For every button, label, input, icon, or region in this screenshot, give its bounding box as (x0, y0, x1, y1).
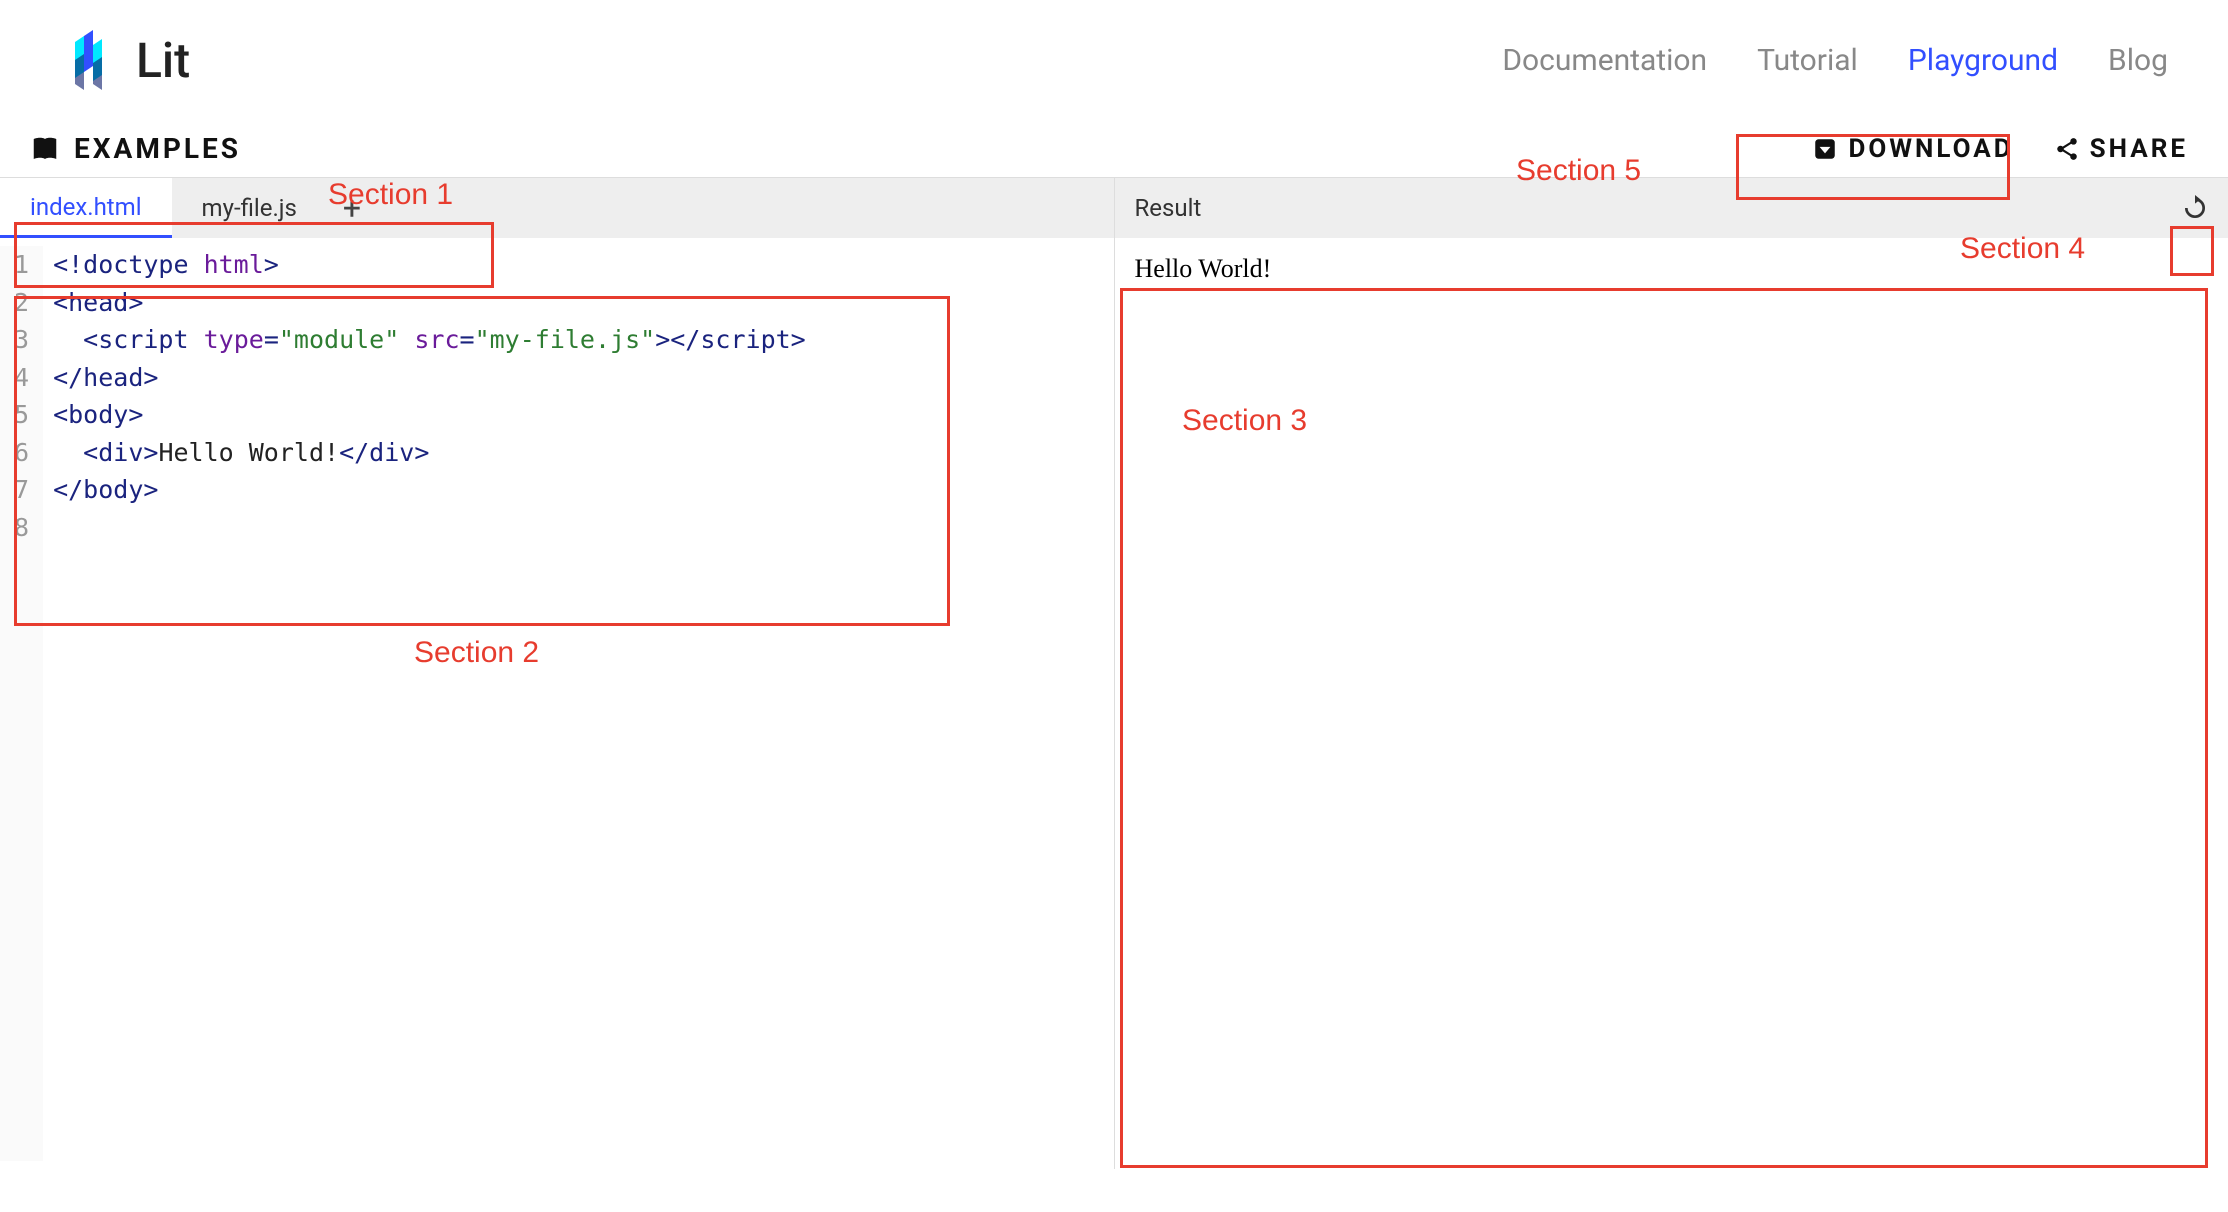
result-panel: Result Hello World! (1115, 178, 2228, 1169)
editor-panel: index.html my-file.js + 12345678 <!docty… (0, 178, 1115, 1169)
nav-documentation[interactable]: Documentation (1502, 43, 1707, 78)
line-number: 1 (10, 246, 33, 284)
code-area[interactable]: <!doctype html><head> <script type="modu… (43, 246, 816, 1161)
line-number: 6 (10, 434, 33, 472)
lit-logo-icon (60, 30, 120, 90)
refresh-icon[interactable] (2182, 195, 2208, 221)
editor-tabs: index.html my-file.js + (0, 178, 1114, 238)
line-number: 4 (10, 359, 33, 397)
share-button[interactable]: SHARE (2054, 134, 2188, 164)
playground-main: index.html my-file.js + 12345678 <!docty… (0, 177, 2228, 1169)
code-line[interactable]: </body> (53, 471, 806, 509)
download-label: DOWNLOAD (1848, 134, 2013, 164)
code-line[interactable]: <head> (53, 284, 806, 322)
nav-blog[interactable]: Blog (2108, 43, 2168, 78)
code-line[interactable]: <body> (53, 396, 806, 434)
line-number: 2 (10, 284, 33, 322)
tab-index-html[interactable]: index.html (0, 178, 172, 238)
result-text: Hello World! (1135, 254, 1272, 283)
download-button[interactable]: DOWNLOAD (1812, 134, 2013, 164)
result-output: Hello World! (1115, 238, 2228, 1169)
code-line[interactable]: <!doctype html> (53, 246, 806, 284)
code-editor[interactable]: 12345678 <!doctype html><head> <script t… (0, 238, 1114, 1169)
playground-toolbar: EXAMPLES DOWNLOAD SHARE (0, 120, 2228, 177)
line-number: 5 (10, 396, 33, 434)
tab-my-file-js[interactable]: my-file.js (172, 178, 327, 238)
add-tab-button[interactable]: + (327, 189, 377, 227)
line-gutter: 12345678 (0, 246, 43, 1161)
code-line[interactable]: <div>Hello World!</div> (53, 434, 806, 472)
brand-name: Lit (136, 32, 190, 89)
download-icon (1812, 136, 1838, 162)
brand-logo[interactable]: Lit (60, 30, 190, 90)
line-number: 8 (10, 509, 33, 547)
line-number: 3 (10, 321, 33, 359)
site-header: Lit Documentation Tutorial Playground Bl… (0, 0, 2228, 120)
examples-button[interactable]: EXAMPLES (74, 132, 241, 165)
nav-tutorial[interactable]: Tutorial (1757, 43, 1858, 78)
share-label: SHARE (2090, 134, 2188, 164)
nav-playground[interactable]: Playground (1908, 43, 2058, 78)
main-nav: Documentation Tutorial Playground Blog (1502, 43, 2168, 78)
result-label: Result (1135, 194, 1202, 222)
code-line[interactable]: <script type="module" src="my-file.js"><… (53, 321, 806, 359)
code-line[interactable]: </head> (53, 359, 806, 397)
line-number: 7 (10, 471, 33, 509)
result-header: Result (1115, 178, 2228, 238)
share-icon (2054, 136, 2080, 162)
book-icon (30, 134, 60, 164)
